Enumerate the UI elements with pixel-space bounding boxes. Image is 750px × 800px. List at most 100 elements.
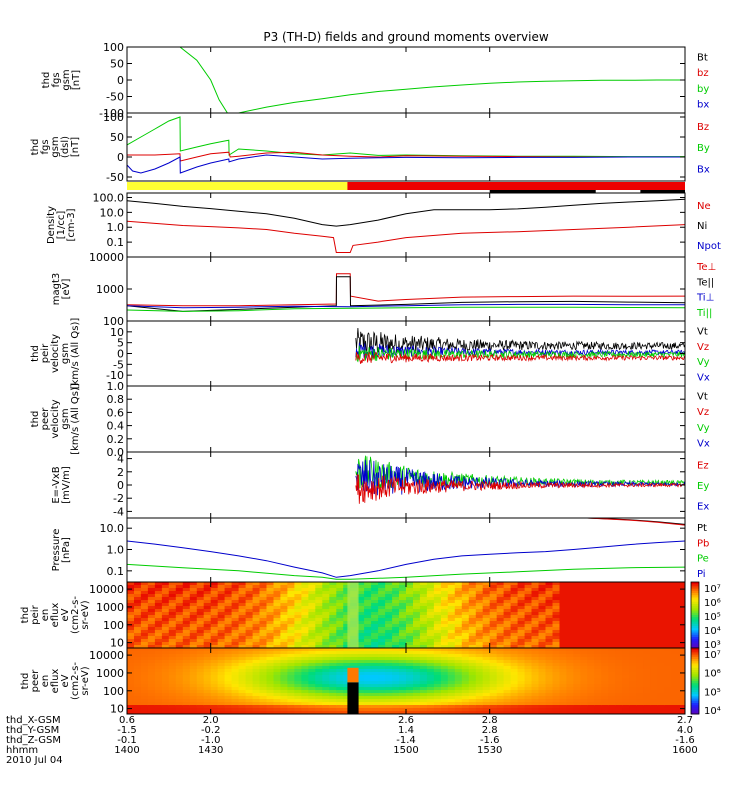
- heatmap-cell: [671, 624, 679, 628]
- heatmap-cell: [259, 591, 268, 595]
- heatmap-cell: [496, 696, 505, 700]
- x-annotation-label: thd_Z-GSM: [6, 735, 61, 746]
- heatmap-cell: [545, 702, 554, 706]
- heatmap-cell: [168, 663, 177, 667]
- heatmap-cell: [378, 672, 386, 676]
- heatmap-cell: [357, 645, 365, 648]
- heatmap-cell: [447, 690, 456, 694]
- heatmap-cell: [210, 624, 219, 628]
- heatmap-cell: [245, 612, 254, 616]
- heatmap-cell: [147, 699, 156, 703]
- heatmap-cell: [371, 645, 379, 648]
- heatmap-cell: [545, 639, 554, 643]
- heatmap-cell: [336, 663, 344, 667]
- heatmap-cell: [203, 585, 212, 589]
- heatmap-cell: [489, 675, 498, 679]
- heatmap-cell: [287, 660, 295, 664]
- heatmap-cell: [161, 687, 170, 691]
- heatmap-cell: [196, 642, 205, 646]
- heatmap-cell: [196, 693, 205, 697]
- heatmap-cell: [238, 588, 247, 592]
- heatmap-cell: [524, 585, 533, 589]
- heatmap-cell: [657, 606, 665, 610]
- heatmap-cell: [217, 663, 226, 667]
- heatmap-cell: [510, 684, 519, 688]
- heatmap-cell: [343, 657, 351, 661]
- heatmap-cell: [203, 612, 212, 616]
- heatmap-cell: [573, 666, 581, 670]
- heatmap-cell: [636, 663, 644, 667]
- heatmap-cell: [252, 603, 261, 607]
- heatmap-cell: [650, 663, 658, 667]
- heatmap-cell: [343, 588, 351, 592]
- heatmap-cell: [496, 657, 505, 661]
- heatmap-cell: [287, 642, 295, 646]
- heatmap-cell: [364, 681, 372, 685]
- heatmap-cell: [175, 681, 184, 685]
- heatmap-cell: [496, 618, 505, 622]
- heatmap-cell: [252, 678, 261, 682]
- heatmap-cell: [238, 642, 247, 646]
- heatmap-cell: [385, 666, 393, 670]
- heatmap-cell: [378, 702, 386, 706]
- heatmap-cell: [280, 669, 288, 673]
- heatmap-cell: [615, 657, 623, 661]
- heatmap-cell: [343, 666, 351, 670]
- heatmap-cell: [399, 651, 407, 655]
- heatmap-cell: [447, 663, 456, 667]
- heatmap-cell: [503, 612, 512, 616]
- y-tick-label: -50: [106, 91, 124, 104]
- heatmap-cell: [134, 696, 142, 700]
- heatmap-cell: [426, 675, 435, 679]
- heatmap-cell: [357, 687, 365, 691]
- heatmap-cell: [287, 705, 295, 709]
- heatmap-cell: [538, 660, 547, 664]
- heatmap-cell: [287, 615, 295, 619]
- heatmap-cell: [224, 636, 233, 640]
- heatmap-cell: [364, 633, 372, 637]
- heatmap-cell: [594, 711, 602, 714]
- heatmap-cell: [357, 612, 365, 616]
- heatmap-cell: [217, 600, 226, 604]
- y-axis-label: [1/cc]: [56, 211, 67, 240]
- heatmap-cell: [210, 678, 219, 682]
- status-bar: [127, 182, 685, 193]
- heatmap-cell: [210, 705, 219, 709]
- heatmap-gap: [347, 582, 359, 648]
- heatmap-cell: [545, 597, 554, 601]
- heatmap-cell: [266, 657, 275, 661]
- heatmap-cell: [385, 591, 393, 595]
- heatmap-cell: [168, 594, 177, 598]
- y-tick-label: 10: [110, 703, 124, 716]
- heatmap-cell: [678, 678, 685, 682]
- heatmap-cell: [294, 672, 302, 676]
- colorbar-tick-label: 10⁴: [704, 706, 721, 717]
- heatmap-cell: [161, 708, 170, 712]
- heatmap-cell: [524, 642, 533, 646]
- heatmap-cell: [594, 633, 602, 637]
- heatmap-cell: [175, 678, 184, 682]
- heatmap-cell: [587, 651, 595, 655]
- heatmap-cell: [280, 639, 288, 643]
- heatmap-cell: [657, 588, 665, 592]
- heatmap-cell: [224, 654, 233, 658]
- heatmap-cell: [559, 636, 568, 640]
- heatmap-cell: [406, 678, 414, 682]
- heatmap-cell: [399, 696, 407, 700]
- heatmap-cell: [245, 609, 254, 613]
- heatmap-cell: [524, 684, 533, 688]
- x-annotation-value: 2.8: [482, 715, 498, 726]
- heatmap-cell: [601, 699, 609, 703]
- heatmap-cell: [524, 693, 533, 697]
- heatmap-cell: [364, 615, 372, 619]
- heatmap-cell: [217, 606, 226, 610]
- heatmap-cell: [168, 588, 177, 592]
- heatmap-cell: [517, 606, 526, 610]
- heatmap-cell: [287, 690, 295, 694]
- heatmap-cell: [134, 663, 142, 667]
- heatmap-cell: [636, 600, 644, 604]
- heatmap-cell: [203, 627, 212, 631]
- heatmap-cell: [336, 609, 344, 613]
- heatmap-cell: [182, 600, 191, 604]
